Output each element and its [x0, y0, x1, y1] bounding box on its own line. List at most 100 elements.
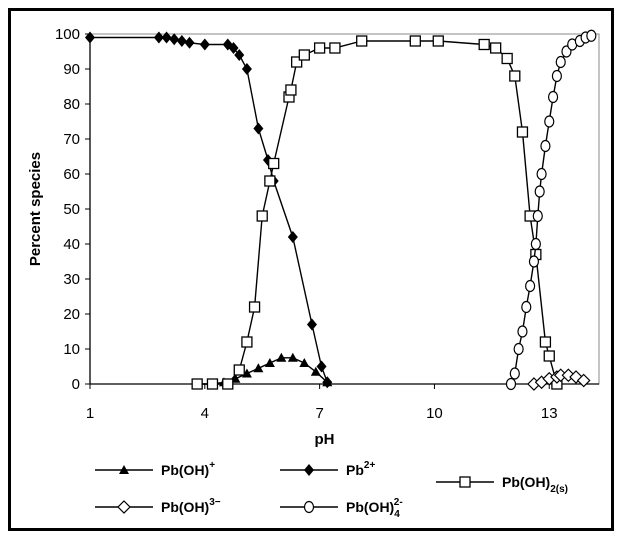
- data-point: [264, 358, 275, 367]
- data-point: [539, 336, 552, 348]
- series-4: [505, 29, 597, 391]
- data-point: [176, 35, 187, 47]
- data-point: [233, 364, 245, 376]
- series-3: [527, 368, 591, 391]
- x-tick-label: 13: [541, 405, 558, 422]
- legend-item-0: Pb(OH)+: [95, 460, 215, 478]
- legend-item-4: Pb(OH)42-: [280, 497, 403, 520]
- data-point: [530, 237, 541, 251]
- y-axis-label: Percent species: [27, 152, 44, 266]
- data-point: [551, 69, 563, 83]
- y-tick-label: 60: [63, 166, 80, 183]
- data-point: [264, 175, 276, 187]
- data-point: [534, 185, 545, 198]
- data-point: [525, 279, 536, 293]
- data-point: [528, 255, 540, 268]
- data-point: [540, 139, 551, 153]
- data-point: [248, 301, 261, 313]
- y-tick-label: 20: [63, 306, 80, 323]
- legend-marker: [303, 500, 315, 514]
- y-tick-label: 70: [63, 131, 80, 148]
- legend-label: Pb(OH)42-: [346, 497, 403, 520]
- data-point: [276, 352, 287, 362]
- x-tick-label: 4: [201, 405, 209, 422]
- series-line: [197, 40, 558, 385]
- data-point: [490, 42, 502, 54]
- data-point: [521, 300, 532, 314]
- data-point: [555, 55, 566, 69]
- data-point: [228, 42, 239, 54]
- data-point: [478, 38, 490, 51]
- data-point: [222, 378, 234, 390]
- data-point: [291, 56, 303, 68]
- legend-item-1: Pb2+: [280, 460, 375, 478]
- data-point: [241, 336, 253, 348]
- data-point: [356, 35, 368, 47]
- data-point: [543, 350, 555, 362]
- legend-marker: [304, 464, 314, 476]
- series-2: [191, 35, 563, 390]
- data-point: [547, 90, 559, 104]
- y-tick-label: 50: [63, 201, 80, 218]
- y-tick-label: 90: [63, 61, 80, 78]
- legend-label: Pb2+: [346, 460, 375, 478]
- legend-label: Pb(OH)2(s): [502, 474, 568, 495]
- data-point: [298, 49, 310, 61]
- data-point: [85, 31, 95, 44]
- x-tick-label: 1: [86, 405, 94, 422]
- data-point: [256, 210, 268, 222]
- data-point: [234, 49, 245, 61]
- y-tick-label: 0: [72, 376, 80, 393]
- data-point: [241, 63, 252, 75]
- x-tick-label: 7: [315, 405, 323, 422]
- data-point: [536, 167, 547, 181]
- figure-frame: [8, 8, 614, 531]
- data-point: [153, 31, 164, 44]
- legend-marker: [119, 465, 129, 474]
- data-point: [268, 157, 280, 170]
- data-point: [306, 318, 317, 331]
- data-point: [310, 366, 321, 376]
- x-axis-label: pH: [315, 431, 335, 448]
- data-point: [316, 360, 327, 373]
- data-point: [586, 29, 597, 42]
- data-point: [576, 373, 591, 388]
- data-point: [285, 84, 297, 96]
- data-point: [513, 342, 524, 356]
- y-tick-label: 80: [63, 96, 80, 113]
- data-point: [505, 377, 517, 391]
- data-point: [516, 126, 529, 138]
- data-point: [432, 35, 444, 47]
- data-point: [253, 122, 264, 135]
- data-point: [199, 38, 210, 51]
- data-point: [313, 42, 326, 54]
- legend-marker: [117, 500, 131, 514]
- data-point: [409, 35, 421, 47]
- data-point: [184, 36, 195, 49]
- legend-label: Pb(OH)+: [161, 460, 215, 478]
- data-point: [287, 352, 298, 362]
- legend-item-3: Pb(OH)3−: [95, 497, 221, 515]
- data-point: [509, 70, 521, 82]
- data-point: [191, 378, 203, 390]
- y-tick-label: 10: [63, 341, 80, 358]
- legend-label: Pb(OH)3−: [161, 497, 221, 515]
- data-point: [532, 209, 543, 223]
- legend-item-2: Pb(OH)2(s): [436, 474, 568, 495]
- data-point: [501, 52, 513, 65]
- data-point: [509, 367, 520, 380]
- data-point: [299, 358, 310, 367]
- series-1: [85, 31, 333, 389]
- data-point: [206, 378, 219, 390]
- y-tick-label: 30: [63, 271, 80, 288]
- y-tick-label: 40: [63, 236, 80, 253]
- x-tick-label: 10: [426, 405, 443, 422]
- legend-marker: [459, 476, 471, 488]
- data-point: [253, 363, 264, 373]
- data-point: [329, 42, 341, 54]
- data-point: [169, 33, 180, 46]
- data-point: [517, 325, 528, 338]
- data-point: [287, 231, 298, 243]
- data-point: [161, 31, 172, 44]
